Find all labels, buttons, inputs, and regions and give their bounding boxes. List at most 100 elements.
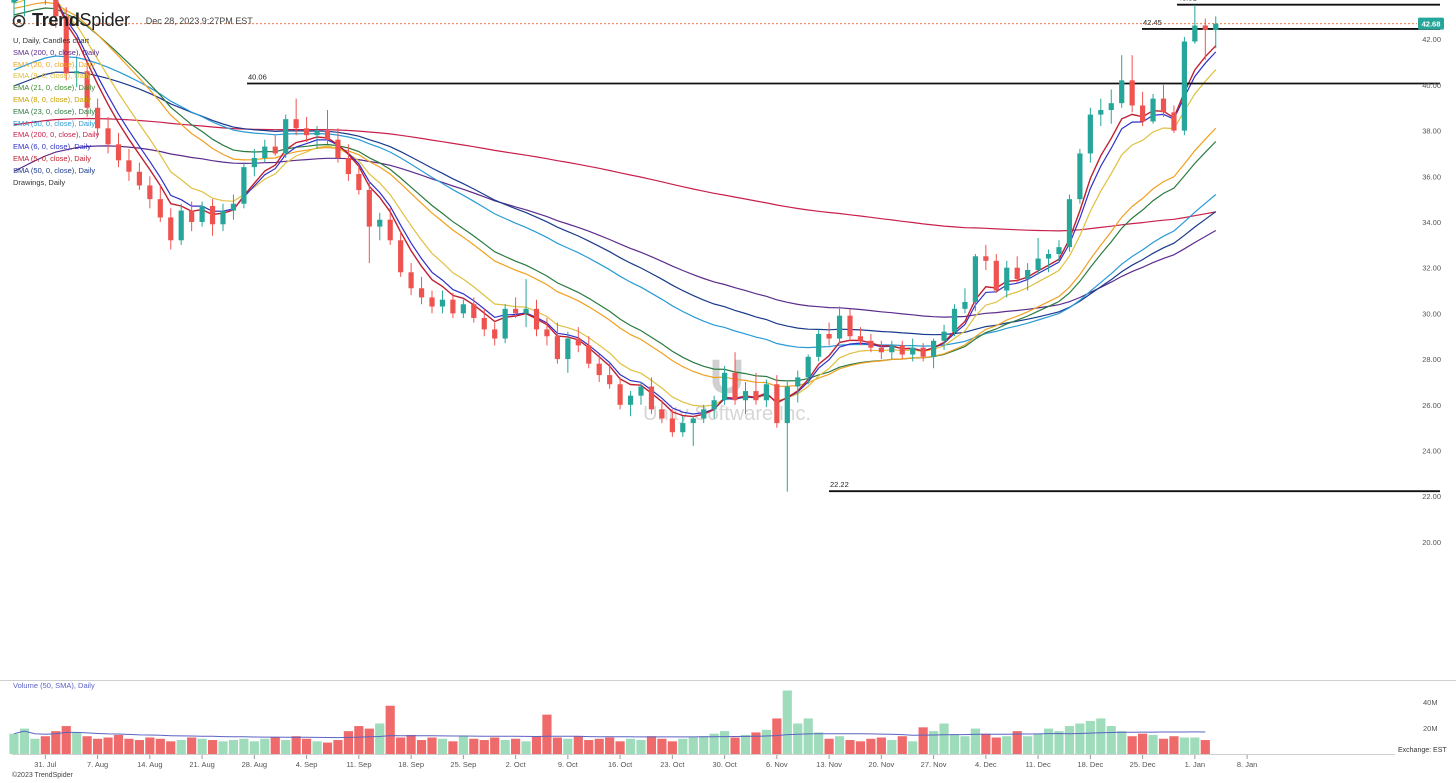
candle-body (638, 386, 644, 396)
candle-body (878, 347, 884, 353)
candle-body (1213, 23, 1219, 31)
candle-body (763, 384, 769, 401)
legend-item[interactable]: EMA (6, 0, close), Daily (13, 142, 91, 152)
candle-body (565, 338, 571, 360)
candle-body (575, 338, 581, 346)
x-tick-label: 7. Aug (87, 760, 108, 769)
y-tick-label: 24.00 (1422, 447, 1441, 456)
x-tick-label: 2. Oct (506, 760, 527, 769)
volume-bar (772, 718, 782, 754)
legend-item[interactable]: EMA (21, 0, close), Daily (13, 83, 96, 93)
candle-body (471, 304, 477, 318)
x-tick-label: 4. Dec (975, 760, 997, 769)
volume-bar (782, 690, 792, 754)
x-tick-label: 20. Nov (868, 760, 894, 769)
ema-9-line (13, 0, 1217, 407)
candle-body (983, 256, 989, 261)
volume-bar (375, 723, 385, 754)
volume-bar (897, 736, 907, 754)
volume-bar (187, 737, 197, 754)
volume-bar (563, 738, 573, 754)
candle-body (304, 128, 310, 136)
volume-bar (322, 742, 333, 754)
legend-item[interactable]: EMA (50, 0, close), Daily (13, 118, 96, 128)
last-price-label: 42.68 (1422, 20, 1441, 29)
volume-bar (145, 737, 155, 754)
candle-body (502, 308, 508, 339)
candle-body (1171, 112, 1177, 131)
candle-body (1004, 267, 1010, 291)
volume-bar (228, 740, 239, 754)
candle-body (931, 340, 937, 357)
legend-item[interactable]: SMA (50, 0, close), Daily (13, 165, 96, 175)
volume-bar (605, 737, 615, 754)
volume-bar (1117, 731, 1127, 754)
x-tick-label: 31. Jul (34, 760, 56, 769)
candle-body (805, 356, 811, 378)
candle-body (408, 272, 414, 289)
volume-legend[interactable]: Volume (50, SMA), Daily (13, 681, 95, 690)
volume-bar (396, 737, 406, 754)
volume-bar (218, 741, 228, 754)
volume-bar (113, 734, 124, 754)
candle-body (189, 210, 195, 222)
candle-body (11, 0, 17, 3)
candle-body (533, 308, 540, 330)
candle-body (439, 299, 446, 307)
volume-bar (416, 740, 427, 754)
legend-item[interactable]: EMA (9, 0, close), Daily (13, 71, 91, 81)
candle-body (335, 139, 341, 159)
candle-body (63, 16, 69, 74)
legend-item[interactable]: EMA (5, 0, close), Daily (13, 153, 91, 163)
x-tick-label: 14. Aug (137, 760, 162, 769)
volume-bar (427, 737, 437, 754)
candle-body (481, 317, 487, 330)
candle-body (293, 119, 299, 129)
volume-bar (1138, 733, 1148, 754)
candle-body (1056, 247, 1062, 254)
indicator-legend[interactable]: U, Daily, Candles chart SMA (200, 0, clo… (13, 35, 99, 188)
candle-body (1192, 25, 1198, 42)
ema-5-line (14, 0, 1217, 418)
volume-bar (354, 726, 364, 754)
x-tick-label: 1. Jan (1185, 760, 1205, 769)
legend-item[interactable]: EMA (20, 0, close), Daily (13, 59, 96, 69)
candle-body (262, 146, 268, 159)
candle-body (868, 340, 874, 348)
volume-bar (793, 723, 803, 754)
x-tick-label: 18. Sep (398, 760, 424, 769)
candle-body (220, 210, 226, 225)
volume-bar (40, 736, 50, 754)
volume-bar (458, 736, 468, 754)
volume-bar (1075, 723, 1085, 754)
legend-item[interactable]: EMA (8, 0, close), Daily (13, 94, 91, 104)
volume-bar (552, 737, 562, 754)
candle-body (889, 345, 895, 353)
volume-bar (9, 733, 19, 754)
candle-body (617, 384, 623, 405)
volume-bar (343, 731, 353, 754)
volume-bar (1023, 736, 1033, 754)
x-tick-label: 11. Dec (1025, 760, 1051, 769)
candle-body (784, 386, 790, 424)
volume-bar (176, 740, 186, 754)
legend-item[interactable]: EMA (23, 0, close), Daily (13, 106, 96, 116)
candle-body (1087, 114, 1093, 154)
x-tick-label: 9. Oct (558, 760, 579, 769)
ema-23-line (13, 7, 1217, 382)
volume-bar (960, 736, 970, 754)
volume-sma-line (13, 730, 1206, 739)
volume-bar (469, 738, 479, 754)
legend-item[interactable]: Drawings, Daily (13, 177, 66, 187)
volume-bar (166, 741, 176, 754)
volume-bar (678, 738, 688, 754)
legend-item[interactable]: SMA (200, 0, close), Daily (13, 47, 100, 57)
volume-bar (1043, 728, 1054, 754)
candle-body (669, 418, 675, 433)
candle-body (627, 395, 634, 405)
volume-bar (500, 740, 510, 754)
candle-body (460, 304, 466, 314)
legend-item[interactable]: EMA (200, 0, close), Daily (13, 130, 100, 140)
candle-body (492, 329, 498, 339)
